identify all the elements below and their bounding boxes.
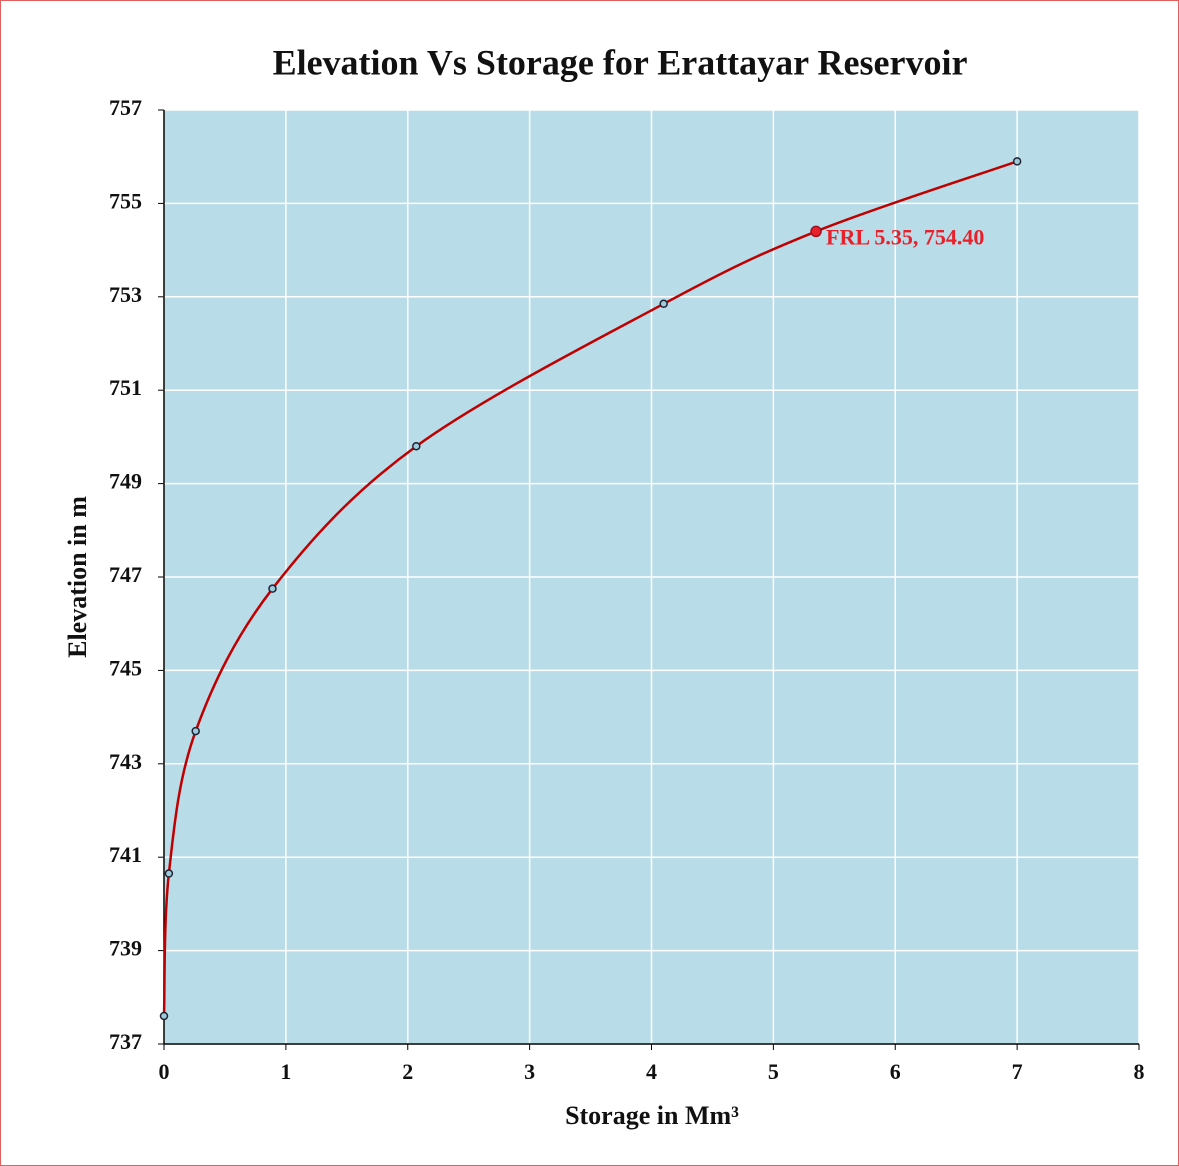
y-tick-label: 755	[109, 188, 142, 213]
chart-title: Elevation Vs Storage for Erattayar Reser…	[273, 42, 968, 82]
x-axis-title: Storage in Mm³	[565, 1101, 739, 1130]
y-tick-label: 739	[109, 936, 142, 961]
data-point	[268, 584, 277, 593]
data-point	[810, 225, 822, 238]
y-tick-label: 757	[109, 95, 142, 120]
x-tick-label: 1	[280, 1059, 291, 1084]
y-tick-label: 751	[109, 375, 142, 400]
x-tick-label: 8	[1134, 1059, 1145, 1084]
data-point	[191, 726, 200, 736]
x-tick-label: 5	[768, 1059, 779, 1084]
data-point	[659, 299, 668, 309]
annotation: FRL 5.35, 754.40	[826, 224, 984, 249]
y-tick-label: 737	[109, 1029, 142, 1054]
data-point	[159, 1011, 169, 1021]
y-tick-label: 749	[109, 469, 142, 494]
y-tick-label: 753	[109, 282, 142, 307]
x-tick-label: 0	[159, 1059, 170, 1084]
x-tick-label: 3	[524, 1059, 535, 1084]
y-tick-label: 743	[109, 749, 142, 774]
x-tick-label: 2	[402, 1059, 413, 1084]
x-tick-label: 7	[1012, 1059, 1023, 1084]
x-tick-label: 6	[890, 1059, 901, 1084]
x-tick-label: 4	[646, 1059, 657, 1084]
data-point	[1012, 157, 1022, 166]
data-point	[412, 441, 421, 451]
y-tick-label: 741	[109, 842, 142, 867]
y-axis-title: Elevation in m	[63, 496, 92, 658]
y-tick-label: 745	[109, 655, 142, 680]
series-line	[162, 160, 1018, 1017]
data-point	[164, 869, 174, 878]
y-tick-label: 747	[109, 562, 142, 587]
